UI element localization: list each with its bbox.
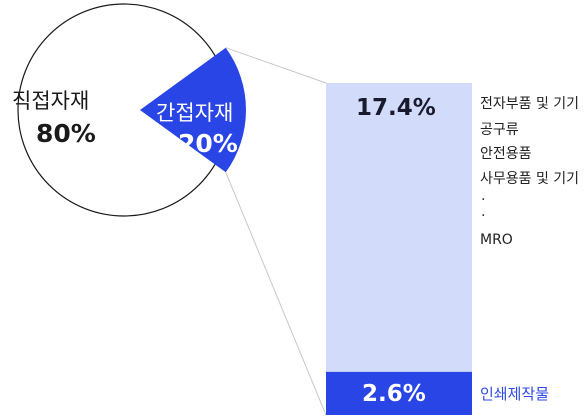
segment-item-ellipsis: · <box>481 192 486 208</box>
segment-item: 전자부품 및 기기 <box>480 96 580 112</box>
segment-value-major: 17.4% <box>356 95 436 121</box>
segment-item: 공구류 <box>480 122 519 138</box>
breakdown-bar <box>326 83 472 415</box>
segment-item: 사무용품 및 기기 <box>480 171 580 187</box>
connector-line-bottom <box>225 172 327 416</box>
connector-lines <box>225 47 327 416</box>
slice-value-indirect: 20% <box>178 129 238 158</box>
slice-value-direct: 80% <box>36 119 96 148</box>
segment-item: MRO <box>480 232 513 248</box>
pie <box>17 3 247 217</box>
segment-item-ellipsis: · <box>481 208 486 224</box>
slice-label-direct: 직접자재 <box>12 89 90 113</box>
segment-value-minor: 2.6% <box>362 381 426 407</box>
connector-line-top <box>225 47 327 84</box>
slice-label-indirect: 간접자재 <box>156 101 234 125</box>
segment-item-minor: 인쇄제작물 <box>480 385 550 403</box>
bar-segment-major <box>326 83 472 372</box>
slice-indirect <box>140 47 247 173</box>
segment-item: 안전용품 <box>480 146 532 162</box>
bar-segment-minor <box>326 371 472 415</box>
